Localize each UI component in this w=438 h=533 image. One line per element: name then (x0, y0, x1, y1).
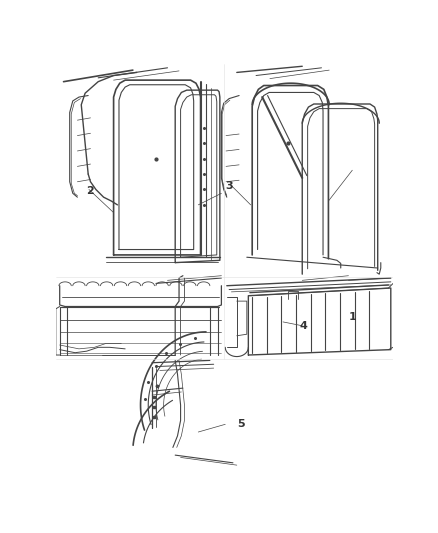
Text: 3: 3 (225, 181, 233, 191)
Text: 1: 1 (348, 311, 356, 321)
Text: 2: 2 (86, 186, 94, 196)
Text: 5: 5 (237, 419, 244, 429)
Text: 4: 4 (300, 321, 308, 331)
